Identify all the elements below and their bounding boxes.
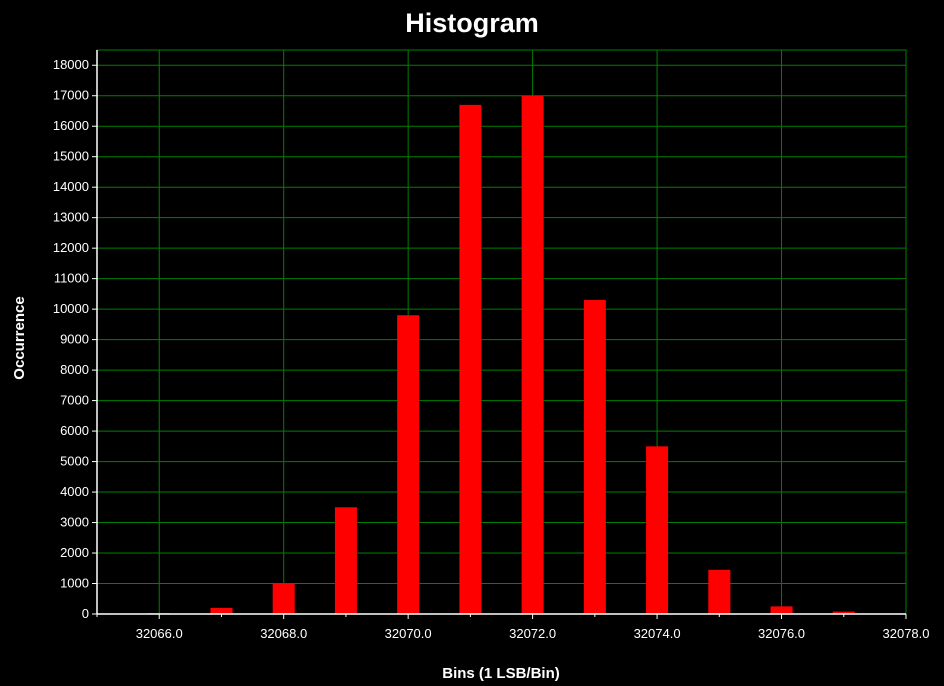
x-tick-label: 32070.0 (385, 626, 432, 641)
y-tick-label: 5000 (60, 454, 89, 469)
y-tick-label: 8000 (60, 362, 89, 377)
y-tick-label: 1000 (60, 576, 89, 591)
y-axis-title: Occurrence (11, 296, 28, 379)
axes (92, 50, 907, 619)
x-tick-label: 32072.0 (509, 626, 556, 641)
y-tick-label: 16000 (53, 118, 89, 133)
y-tick-label: 18000 (53, 57, 89, 72)
y-tick-label: 13000 (53, 210, 89, 225)
y-tick-label: 17000 (53, 88, 89, 103)
bar (272, 583, 295, 614)
bar (583, 299, 606, 614)
bar (459, 104, 482, 615)
bar (770, 606, 793, 614)
x-tick-label: 32068.0 (260, 626, 307, 641)
bar (397, 315, 420, 614)
y-tick-labels: 0 1000 2000 3000 4000 5000 6000 7000 8000 9000 100… (53, 57, 89, 621)
y-tick-label: 9000 (60, 332, 89, 347)
bar (708, 569, 731, 614)
x-tick-label: 32066.0 (136, 626, 183, 641)
y-tick-label: 0 (82, 606, 89, 621)
x-axis-title: Bins (1 LSB/Bin) (442, 665, 560, 682)
y-tick-label: 10000 (53, 301, 89, 316)
y-tick-label: 2000 (60, 545, 89, 560)
chart-title: Histogram (405, 8, 539, 38)
bar (646, 446, 669, 614)
plot-frame (96, 49, 907, 615)
y-tick-label: 11000 (54, 271, 89, 286)
bar (334, 507, 357, 614)
y-tick-label: 12000 (53, 240, 89, 255)
y-tick-label: 7000 (60, 393, 89, 408)
y-tick-label: 6000 (60, 423, 89, 438)
y-tick-label: 14000 (53, 179, 89, 194)
bar (521, 95, 544, 614)
y-tick-label: 4000 (60, 484, 89, 499)
grid-lines (96, 49, 907, 615)
x-tick-label: 32074.0 (634, 626, 681, 641)
bars (97, 95, 906, 615)
x-tick-label: 32076.0 (758, 626, 805, 641)
y-tick-label: 15000 (53, 149, 89, 164)
bar (832, 611, 855, 614)
x-tick-labels: 32066.0 32068.0 32070.0 32072.0 32074.0 32076… (136, 626, 930, 641)
y-tick-label: 3000 (60, 515, 89, 530)
x-tick-label: 32078.0 (883, 626, 930, 641)
bar (210, 607, 233, 614)
